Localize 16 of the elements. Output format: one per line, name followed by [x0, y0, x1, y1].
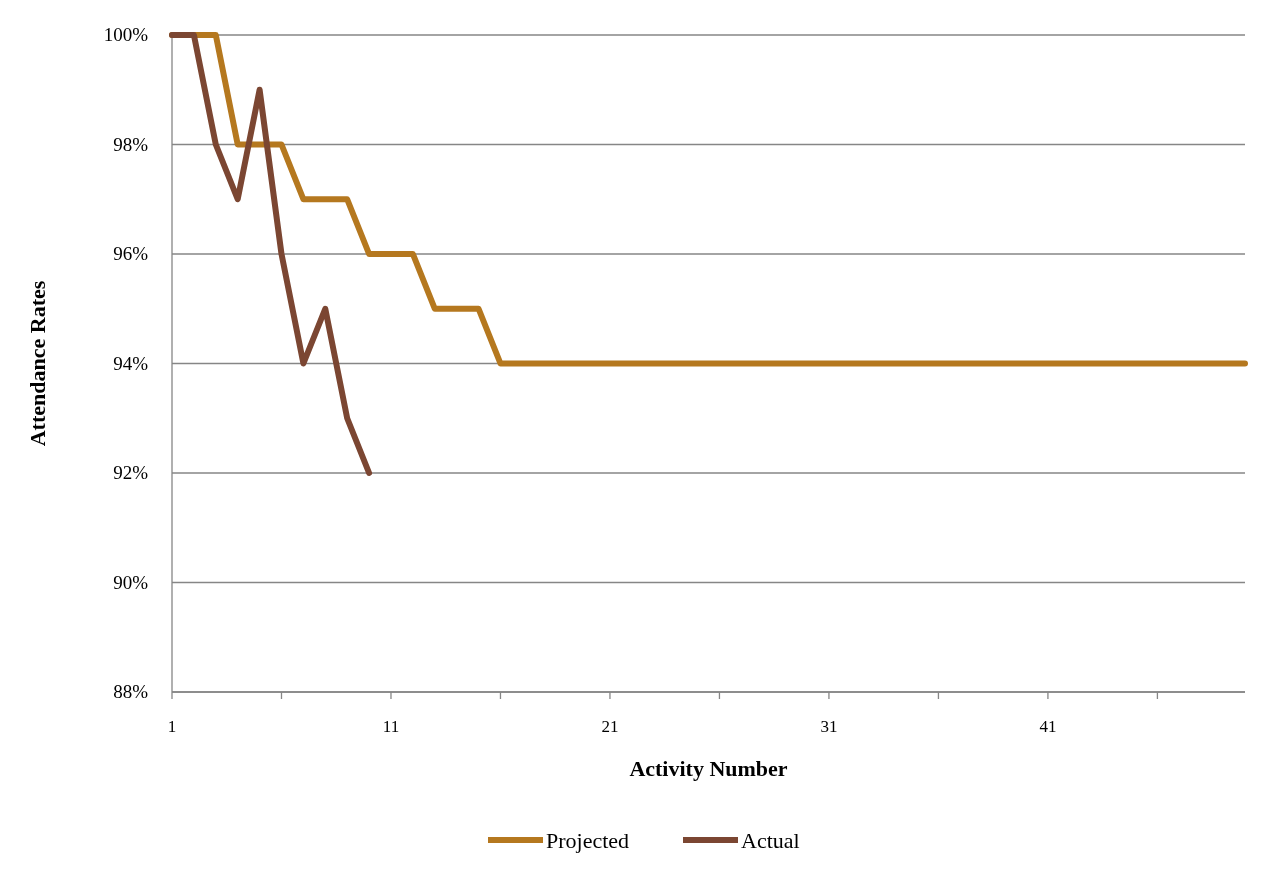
y-tick-label: 98% [113, 133, 149, 155]
y-axis-title: Attendance Rates [25, 280, 50, 447]
x-tick-label: 1 [167, 717, 177, 736]
legend-label: Projected [546, 828, 630, 853]
y-tick-label: 88% [113, 681, 149, 702]
x-tick-label: 31 [820, 717, 838, 736]
y-tick-label: 92% [113, 462, 149, 483]
x-tick-label: 41 [1039, 717, 1057, 736]
x-tick-label: 11 [382, 717, 400, 736]
y-tick-label: 96% [113, 243, 149, 264]
x-tick-label: 21 [601, 717, 619, 736]
legend-label: Actual [741, 828, 800, 853]
y-tick-label: 90% [113, 571, 149, 593]
x-axis-title: Activity Number [629, 756, 788, 781]
y-tick-label: 94% [113, 352, 149, 374]
y-tick-label: 100% [103, 24, 149, 45]
